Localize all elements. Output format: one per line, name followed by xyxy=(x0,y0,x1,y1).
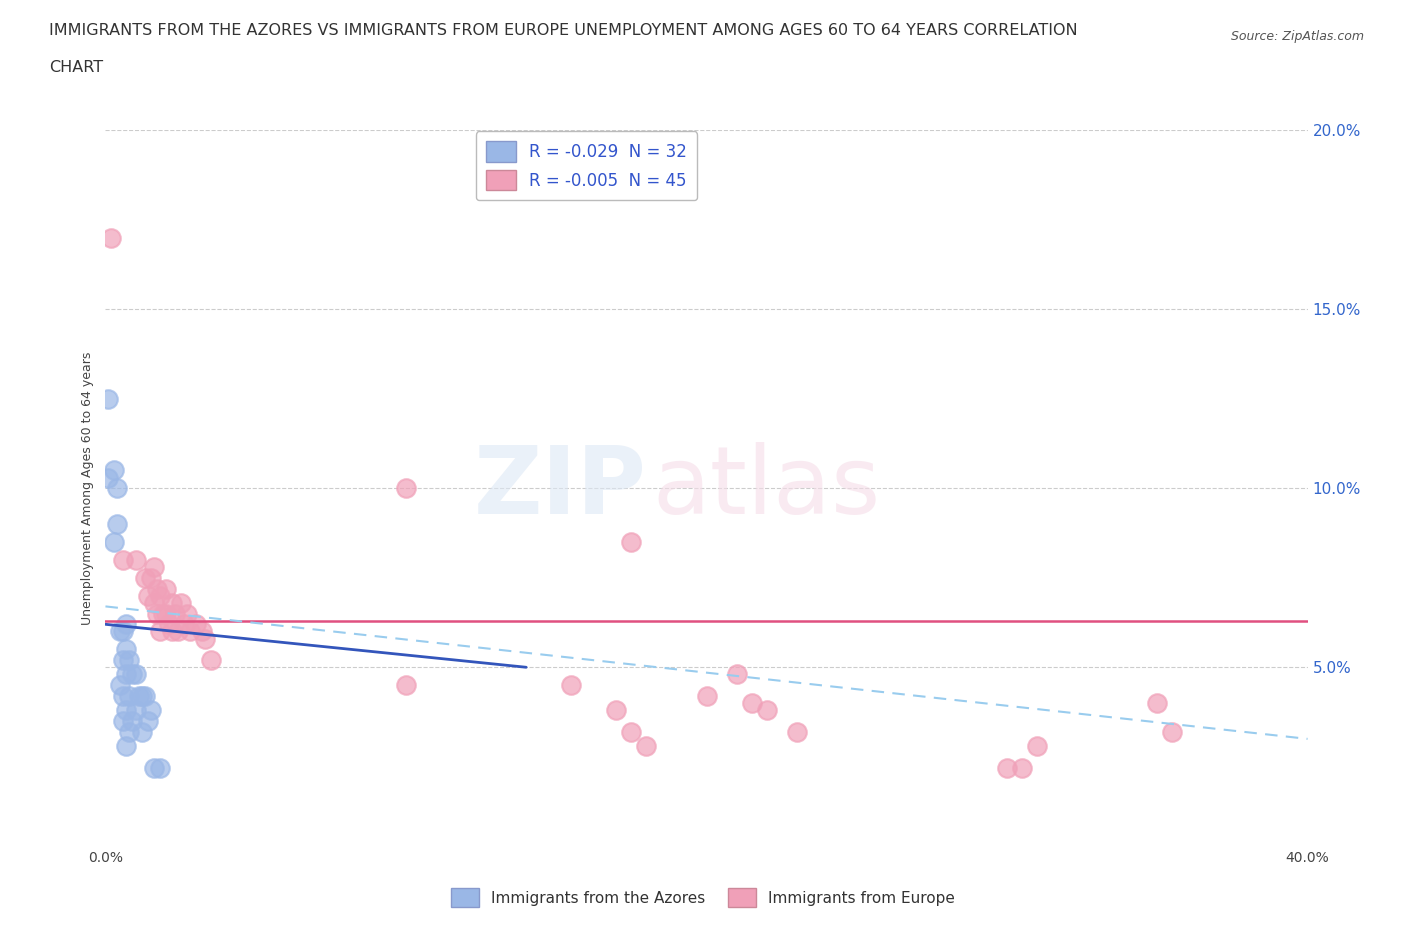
Point xyxy=(1161,724,1184,739)
Point xyxy=(124,703,146,718)
Point xyxy=(605,703,627,718)
Point xyxy=(134,570,156,585)
Point xyxy=(139,703,162,718)
Point xyxy=(121,667,143,682)
Point xyxy=(395,481,418,496)
Point xyxy=(112,713,135,728)
Point xyxy=(560,678,582,693)
Point xyxy=(112,552,135,567)
Point xyxy=(118,688,141,703)
Point xyxy=(124,667,146,682)
Point xyxy=(200,653,222,668)
Point xyxy=(1026,738,1049,753)
Point xyxy=(160,624,183,639)
Point xyxy=(139,570,162,585)
Point xyxy=(103,535,125,550)
Point xyxy=(145,606,167,621)
Point xyxy=(636,738,658,753)
Point xyxy=(110,678,132,693)
Legend: Immigrants from the Azores, Immigrants from Europe: Immigrants from the Azores, Immigrants f… xyxy=(446,883,960,913)
Text: CHART: CHART xyxy=(49,60,103,75)
Point xyxy=(128,688,150,703)
Point xyxy=(152,606,174,621)
Text: ZIP: ZIP xyxy=(474,443,647,534)
Point xyxy=(184,617,207,631)
Point xyxy=(124,552,146,567)
Point xyxy=(620,724,643,739)
Point xyxy=(115,617,138,631)
Point xyxy=(179,624,201,639)
Point xyxy=(163,606,186,621)
Point xyxy=(190,624,212,639)
Point xyxy=(194,631,217,646)
Point xyxy=(131,688,153,703)
Text: IMMIGRANTS FROM THE AZORES VS IMMIGRANTS FROM EUROPE UNEMPLOYMENT AMONG AGES 60 : IMMIGRANTS FROM THE AZORES VS IMMIGRANTS… xyxy=(49,23,1078,38)
Point xyxy=(142,595,165,610)
Point xyxy=(148,589,170,604)
Point xyxy=(112,653,135,668)
Point xyxy=(142,560,165,575)
Point xyxy=(136,589,159,604)
Point xyxy=(103,463,125,478)
Point xyxy=(97,470,120,485)
Point xyxy=(118,724,141,739)
Point xyxy=(115,642,138,657)
Point xyxy=(696,688,718,703)
Point xyxy=(134,688,156,703)
Point xyxy=(1146,696,1168,711)
Point xyxy=(786,724,808,739)
Text: Source: ZipAtlas.com: Source: ZipAtlas.com xyxy=(1230,30,1364,43)
Legend: R = -0.029  N = 32, R = -0.005  N = 45: R = -0.029 N = 32, R = -0.005 N = 45 xyxy=(475,131,697,200)
Point xyxy=(131,724,153,739)
Point xyxy=(1011,760,1033,775)
Point xyxy=(121,713,143,728)
Point xyxy=(173,617,195,631)
Point xyxy=(155,581,177,596)
Y-axis label: Unemployment Among Ages 60 to 64 years: Unemployment Among Ages 60 to 64 years xyxy=(80,352,94,625)
Point xyxy=(148,760,170,775)
Point xyxy=(741,696,763,711)
Point xyxy=(155,606,177,621)
Point xyxy=(176,606,198,621)
Point xyxy=(115,703,138,718)
Point xyxy=(725,667,748,682)
Point xyxy=(395,678,418,693)
Point xyxy=(755,703,778,718)
Point xyxy=(110,624,132,639)
Point xyxy=(157,617,180,631)
Point xyxy=(620,535,643,550)
Point xyxy=(995,760,1018,775)
Point xyxy=(166,624,188,639)
Point xyxy=(118,653,141,668)
Text: atlas: atlas xyxy=(652,443,880,534)
Point xyxy=(97,392,120,406)
Point xyxy=(142,760,165,775)
Point xyxy=(169,595,191,610)
Point xyxy=(160,595,183,610)
Point xyxy=(112,688,135,703)
Point xyxy=(145,581,167,596)
Point xyxy=(115,738,138,753)
Point xyxy=(115,667,138,682)
Point xyxy=(112,624,135,639)
Point xyxy=(136,713,159,728)
Point xyxy=(100,231,122,246)
Point xyxy=(107,481,129,496)
Point xyxy=(107,517,129,532)
Point xyxy=(148,624,170,639)
